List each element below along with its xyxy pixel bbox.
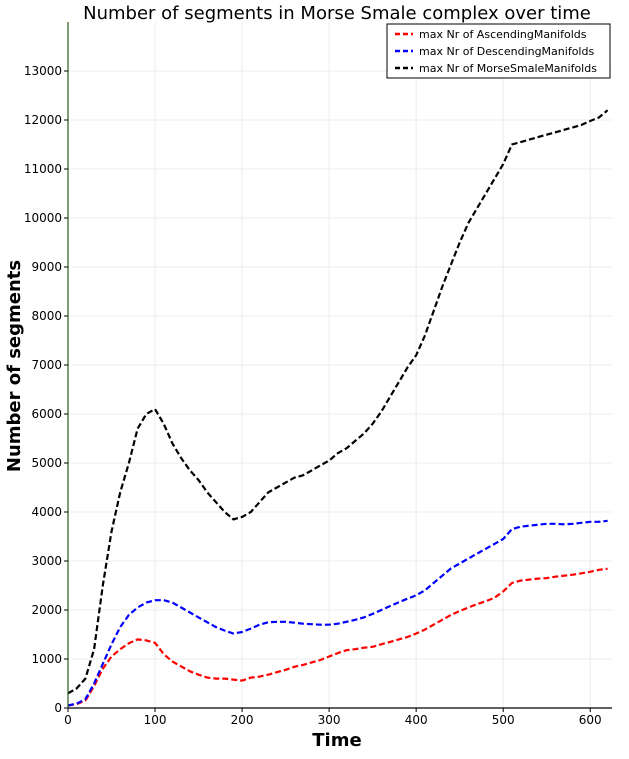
y-tick-label: 6000: [31, 407, 62, 421]
y-tick-label: 11000: [24, 162, 62, 176]
series-line-descending: [67, 519, 608, 707]
y-tick-label: 7000: [31, 358, 62, 372]
x-tick-label: 100: [144, 713, 167, 727]
y-tick-label: 2000: [31, 603, 62, 617]
y-tick-label: 10000: [24, 211, 62, 225]
x-tick-label: 200: [231, 713, 254, 727]
y-tick-label: 0: [54, 701, 62, 715]
legend-label-ascending: max Nr of AscendingManifolds: [419, 28, 587, 41]
y-tick-label: 3000: [31, 554, 62, 568]
y-tick-label: 4000: [31, 505, 62, 519]
x-tick-label: 500: [492, 713, 515, 727]
x-tick-label: 300: [318, 713, 341, 727]
y-tick-label: 13000: [24, 64, 62, 78]
y-tick-label: 5000: [31, 456, 62, 470]
ticks: 0100020003000400050006000700080009000100…: [24, 64, 602, 727]
legend-label-descending: max Nr of DescendingManifolds: [419, 45, 594, 58]
y-tick-label: 12000: [24, 113, 62, 127]
x-axis-title: Time: [312, 730, 361, 751]
y-axis-title: Number of segments: [4, 260, 25, 472]
x-tick-label: 400: [405, 713, 428, 727]
chart-title: Number of segments in Morse Smale comple…: [83, 3, 591, 24]
legend: max Nr of AscendingManifolds max Nr of D…: [386, 23, 611, 79]
series-line-ascending: [67, 567, 608, 707]
legend-label-morsesmale: max Nr of MorseSmaleManifolds: [419, 62, 597, 75]
x-tick-label: 0: [64, 713, 72, 727]
x-tick-label: 600: [579, 713, 602, 727]
series-layer: [67, 109, 609, 707]
series-line-morsesmale: [67, 109, 609, 695]
y-tick-label: 9000: [31, 260, 62, 274]
y-tick-label: 1000: [31, 652, 62, 666]
legend-box: [386, 23, 611, 79]
y-tick-label: 8000: [31, 309, 62, 323]
